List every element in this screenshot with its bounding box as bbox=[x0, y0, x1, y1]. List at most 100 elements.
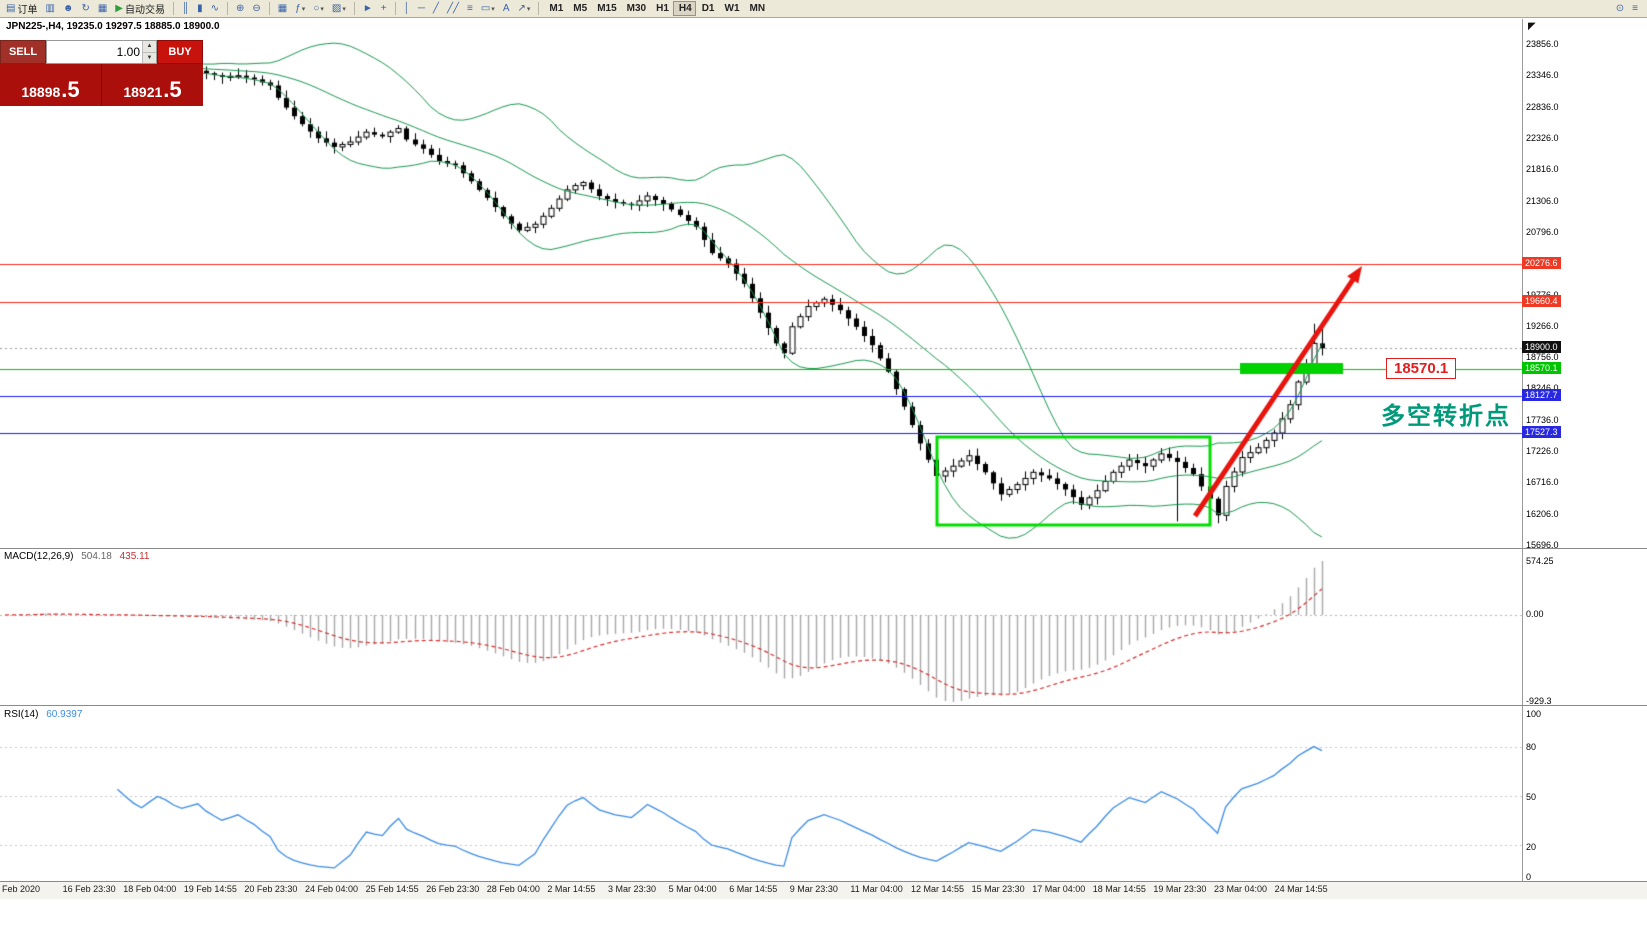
menu-icon: ≡ bbox=[1632, 2, 1638, 14]
panel-divider[interactable] bbox=[0, 881, 1647, 882]
cursor-button[interactable]: ► bbox=[359, 1, 377, 16]
zoom-in-button[interactable]: ⊕ bbox=[232, 1, 248, 16]
market-watch-button[interactable]: ☻ bbox=[59, 1, 78, 16]
price-axis-label: 19776.0 bbox=[1526, 290, 1559, 300]
price-tag: 20276.6 bbox=[1522, 256, 1561, 269]
timeframe-w1-button[interactable]: W1 bbox=[719, 1, 744, 16]
periods-button[interactable]: ○ ▾ bbox=[309, 1, 328, 16]
text-button[interactable]: A bbox=[499, 1, 514, 16]
volume-decrease-button[interactable]: ▼ bbox=[143, 52, 156, 63]
search-icon: ⊙ bbox=[1615, 2, 1625, 14]
macd-label: MACD(12,26,9) 504.18 435.11 bbox=[4, 551, 149, 562]
rsi-title: RSI(14) bbox=[4, 709, 39, 720]
time-axis-label: 5 Mar 04:00 bbox=[668, 884, 717, 894]
chart-profiles-button[interactable]: ▥ bbox=[41, 1, 58, 16]
candlestick-button[interactable]: ▮ bbox=[193, 1, 207, 16]
arrows-icon: ↗ bbox=[517, 2, 526, 14]
buy-price-fraction: .5 bbox=[163, 77, 182, 102]
zoom-in-icon: ⊕ bbox=[235, 2, 245, 14]
templates-icon: ▨ bbox=[331, 2, 342, 14]
rsi-axis-label: 100 bbox=[1526, 709, 1542, 719]
crosshair-button[interactable]: + bbox=[377, 1, 391, 16]
cursor-icon: ► bbox=[362, 2, 373, 14]
time-axis-label: 23 Mar 04:00 bbox=[1214, 884, 1268, 894]
sell-price-panel[interactable]: 18898 .5 bbox=[0, 64, 101, 106]
terminal-button[interactable]: ▦ bbox=[94, 1, 111, 16]
templates-button[interactable]: ▨ ▾ bbox=[328, 1, 350, 16]
time-axis-label: 28 Feb 04:00 bbox=[486, 884, 540, 894]
line-chart-icon: ∿ bbox=[210, 2, 219, 14]
volume-input[interactable] bbox=[47, 41, 142, 63]
sell-price-fraction: .5 bbox=[61, 77, 80, 102]
volume-increase-button[interactable]: ▲ bbox=[143, 41, 156, 53]
sell-price-main: 18898 bbox=[21, 84, 61, 101]
time-axis-label: 12 Mar 14:55 bbox=[911, 884, 965, 894]
candlestick-icon: ▮ bbox=[197, 2, 203, 14]
channel-button[interactable]: ╱╱ bbox=[443, 1, 463, 16]
refresh-button[interactable]: ↻ bbox=[77, 1, 93, 16]
level-callout[interactable]: 18570.1 bbox=[1386, 358, 1457, 379]
toolbar-group-chart-type: ║ ▮ ∿ bbox=[178, 1, 223, 17]
time-axis-label: 24 Feb 04:00 bbox=[305, 884, 359, 894]
trendline-button[interactable]: ╱ bbox=[429, 1, 443, 16]
shapes-button[interactable]: ▭ ▾ bbox=[477, 1, 499, 16]
timeframe-h1-button[interactable]: H1 bbox=[650, 1, 673, 16]
new-order-button[interactable]: ▤ 订单 bbox=[2, 1, 41, 16]
volume-field: ▲ ▼ bbox=[46, 40, 157, 64]
price-axis-label: 21816.0 bbox=[1526, 164, 1559, 175]
caret-down-icon: ▾ bbox=[342, 5, 346, 13]
timeframe-mn-button[interactable]: MN bbox=[744, 1, 770, 16]
time-axis-label: 6 Mar 14:55 bbox=[729, 884, 778, 894]
price-axis-label: 22836.0 bbox=[1526, 101, 1559, 112]
time-axis-label: Feb 2020 bbox=[2, 884, 41, 894]
toolbar-separator bbox=[172, 2, 174, 15]
toolbar-separator bbox=[394, 2, 396, 15]
sell-button[interactable]: SELL bbox=[0, 40, 46, 64]
time-axis-label: 19 Mar 23:30 bbox=[1153, 884, 1207, 894]
volume-spinner: ▲ ▼ bbox=[142, 41, 156, 63]
buy-price-panel[interactable]: 18921 .5 bbox=[101, 64, 203, 106]
timeframe-h4-button[interactable]: H4 bbox=[672, 1, 696, 16]
crosshair-icon: + bbox=[380, 2, 387, 14]
zoom-out-button[interactable]: ⊖ bbox=[248, 1, 264, 16]
arrows-button[interactable]: ↗ ▾ bbox=[513, 1, 534, 16]
panel-divider[interactable] bbox=[0, 548, 1647, 549]
fibonacci-button[interactable]: ≡ bbox=[463, 1, 477, 16]
buy-button[interactable]: BUY bbox=[157, 40, 203, 64]
price-tag: 18127.7 bbox=[1522, 388, 1561, 401]
menu-button[interactable]: ≡ bbox=[1628, 1, 1642, 16]
tile-windows-icon: ▦ bbox=[277, 2, 288, 14]
timeframe-m15-button[interactable]: M15 bbox=[591, 1, 620, 16]
auto-trading-icon: ▶ bbox=[115, 2, 123, 14]
vertical-line-icon: │ bbox=[403, 2, 410, 14]
line-chart-button[interactable]: ∿ bbox=[207, 1, 223, 16]
time-axis-label: 20 Feb 23:30 bbox=[244, 884, 298, 894]
terminal-icon: ▦ bbox=[97, 2, 108, 14]
rsi-axis-label: 50 bbox=[1526, 792, 1537, 802]
timeframe-d1-button[interactable]: D1 bbox=[696, 1, 719, 16]
timeframe-m30-button[interactable]: M30 bbox=[621, 1, 650, 16]
chart-profiles-icon: ▥ bbox=[45, 2, 55, 14]
price-axis-label: 19266.0 bbox=[1526, 320, 1559, 331]
indicators-button[interactable]: ƒ ▾ bbox=[291, 1, 309, 16]
toolbar-group-layout: ▦ ƒ ▾ ○ ▾ ▨ ▾ bbox=[274, 1, 350, 17]
zoom-out-icon: ⊖ bbox=[252, 2, 261, 14]
bar-chart-button[interactable]: ║ bbox=[178, 1, 193, 16]
periods-icon: ○ bbox=[313, 2, 320, 14]
vertical-line-button[interactable]: │ bbox=[400, 1, 414, 16]
price-axis-label: 21306.0 bbox=[1526, 195, 1559, 206]
auto-trading-button[interactable]: ▶ 自动交易 bbox=[111, 1, 169, 16]
buy-price-main: 18921 bbox=[123, 84, 163, 101]
search-button[interactable]: ⊙ bbox=[1612, 1, 1628, 16]
panel-divider[interactable] bbox=[0, 705, 1647, 706]
timeframe-m5-button[interactable]: M5 bbox=[567, 1, 591, 16]
timeframe-m1-button[interactable]: M1 bbox=[543, 1, 567, 16]
tile-windows-button[interactable]: ▦ bbox=[274, 1, 291, 16]
toolbar-group-zoom: ⊕ ⊖ bbox=[232, 1, 265, 17]
toolbar: ▤ 订单 ▥ ☻ ↻ ▦ ▶ 自动交易 ║ ▮ ∿ ⊕ ⊖ ▦ ƒ ▾ ○ ▾ ▨ ▾ ► + │ ─ ╱ ╱╱ ≡ ▭ ▾ A ↗ ▾ M1 M… bbox=[0, 0, 1647, 18]
horizontal-line-button[interactable]: ─ bbox=[414, 1, 429, 16]
shapes-icon: ▭ bbox=[480, 2, 491, 14]
toolbar-separator bbox=[538, 2, 540, 15]
turning-point-annotation[interactable]: 多空转折点 bbox=[1381, 403, 1511, 430]
